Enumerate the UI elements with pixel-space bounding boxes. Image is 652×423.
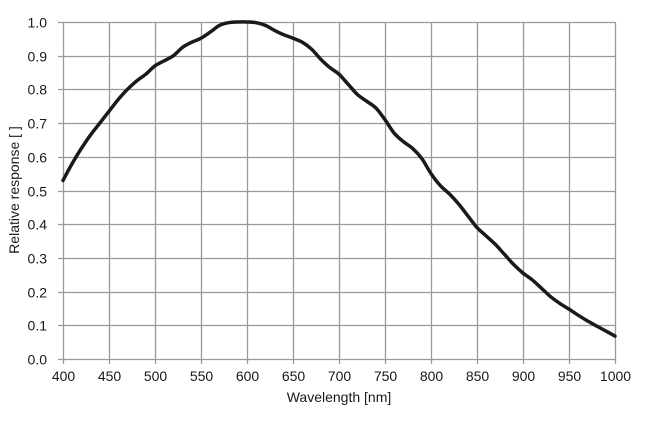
response-curve xyxy=(61,20,617,338)
x-axis-title: Wavelength [nm] xyxy=(287,389,392,405)
y-tick-label: 0.0 xyxy=(28,352,48,368)
x-tick-label: 600 xyxy=(236,368,260,384)
grid-lines xyxy=(58,21,617,364)
y-axis-ticks: 0.0 0.1 0.2 0.3 0.4 0.5 0.6 0.7 0.8 0.9 1.0 xyxy=(28,15,48,368)
y-tick-label: 0.7 xyxy=(28,116,48,132)
x-axis-ticks: 400 450 500 550 600 650 700 750 800 850 900 950 1000 xyxy=(52,368,631,384)
x-tick-label: 1000 xyxy=(600,368,631,384)
y-tick-label: 0.3 xyxy=(28,251,48,267)
x-tick-label: 800 xyxy=(420,368,444,384)
y-tick-label: 0.9 xyxy=(28,49,48,65)
y-tick-label: 0.5 xyxy=(28,184,48,200)
x-tick-label: 550 xyxy=(190,368,214,384)
y-tick-label: 0.4 xyxy=(28,217,48,233)
x-tick-label: 750 xyxy=(374,368,398,384)
x-tick-label: 450 xyxy=(98,368,122,384)
y-tick-label: 0.2 xyxy=(28,285,48,301)
y-axis-title: Relative response [ ] xyxy=(6,126,22,254)
x-tick-label: 950 xyxy=(558,368,582,384)
y-tick-label: 0.6 xyxy=(28,150,48,166)
x-tick-label: 400 xyxy=(52,368,76,384)
y-tick-label: 1.0 xyxy=(28,15,48,31)
x-tick-label: 900 xyxy=(512,368,536,384)
x-tick-label: 700 xyxy=(328,368,352,384)
x-tick-label: 500 xyxy=(144,368,168,384)
x-tick-label: 850 xyxy=(466,368,490,384)
y-tick-label: 0.1 xyxy=(28,318,48,334)
y-tick-label: 0.8 xyxy=(28,82,48,98)
x-tick-label: 650 xyxy=(282,368,306,384)
